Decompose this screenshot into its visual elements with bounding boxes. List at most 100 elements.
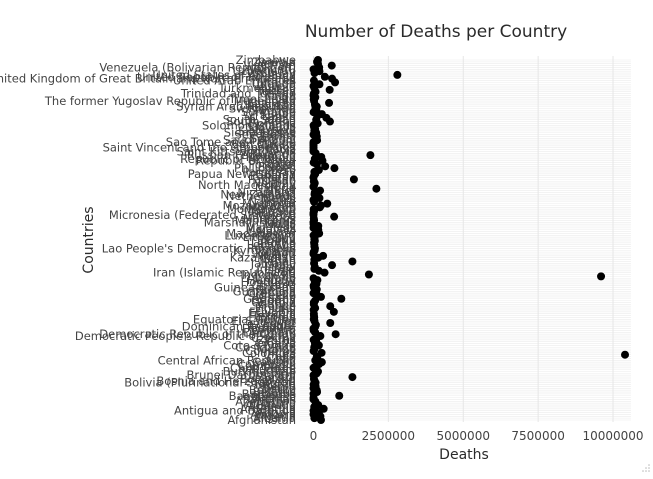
y-tick-label: Somalia — [250, 116, 296, 130]
y-tick-label: Cabo Verde — [230, 361, 296, 375]
y-tick-label: Congo — [259, 342, 296, 356]
y-tick-label: India — [268, 269, 296, 283]
y-tick-label: Japan — [263, 254, 296, 268]
y-tick-label: Peru — [270, 163, 296, 177]
y-tick-label: Armenia — [248, 400, 296, 414]
y-tick-label: Greece — [255, 288, 296, 302]
y-tick-label: Burkina Faso — [223, 365, 296, 379]
y-tick-label: Netherlands — [226, 189, 296, 203]
y-tick-label: Malaysia — [246, 223, 296, 237]
data-point — [309, 76, 318, 85]
y-tick-label: Sao Tome and Principe — [166, 135, 296, 149]
y-tick-label: Nigeria — [255, 182, 296, 196]
y-tick-label: Suriname — [241, 105, 296, 119]
y-tick-label: Qatar — [264, 156, 297, 170]
y-tick-label: Czechia — [251, 331, 296, 345]
y-tick-label: Guinea — [255, 282, 296, 296]
y-tick-label: Costa Rica — [235, 340, 296, 354]
y-tick-label: Romania — [246, 150, 296, 164]
y-tick-label: Iran (Islamic Republic of) — [153, 266, 296, 280]
y-tick-label: Jamaica — [250, 256, 296, 270]
y-tick-label: Cambodia — [238, 359, 296, 373]
data-point — [349, 175, 358, 184]
x-tick-label: 7500000 — [511, 429, 564, 443]
y-tick-label: Gambia — [251, 295, 296, 309]
y-tick-label: Iceland — [254, 271, 296, 285]
y-tick-label: Seychelles — [235, 128, 296, 142]
x-tick-label: 2500000 — [362, 429, 415, 443]
y-tick-label: Hungary — [247, 273, 296, 287]
y-tick-label: Pakistan — [248, 172, 296, 186]
y-tick-label: Togo — [269, 90, 296, 104]
y-tick-label: Dominica — [242, 322, 296, 336]
data-point — [364, 270, 373, 279]
y-tick-label: Botswana — [240, 372, 296, 386]
y-tick-label: Sweden — [251, 103, 296, 117]
resize-grip-icon[interactable] — [641, 463, 651, 473]
y-tick-labels: AfghanistanAlbaniaAlgeriaAndorraAngolaAn… — [0, 53, 296, 427]
y-tick-label: Niue — [270, 180, 296, 194]
y-tick-label: Sri Lanka — [243, 109, 296, 123]
y-tick-label: Bahamas — [242, 392, 296, 406]
y-tick-label: Sierra Leone — [224, 126, 296, 140]
y-tick-label: Philippines — [234, 161, 296, 175]
y-tick-label: Mauritius — [243, 212, 296, 226]
y-tick-label: Syrian Arab Republic — [176, 100, 296, 114]
y-tick-label: Comoros — [245, 344, 296, 358]
y-tick-label: Cuba — [266, 335, 296, 349]
data-point — [328, 74, 337, 83]
y-tick-label: Turkmenistan — [217, 81, 296, 95]
y-tick-label: Venezuela (Bolivarian Republic of) — [99, 60, 296, 74]
y-tick-label: Viet Nam — [243, 59, 296, 73]
y-tick-label: United Arab Emirates — [173, 74, 296, 88]
y-tick-label: Iraq — [274, 264, 296, 278]
y-tick-label: Bolivia (Plurinational State of) — [124, 376, 296, 390]
y-tick-label: Sudan — [260, 107, 296, 121]
y-tick-label: Albania — [253, 411, 296, 425]
y-tick-label: Australia — [245, 398, 296, 412]
y-tick-label: El Salvador — [231, 314, 296, 328]
y-tick-label: Zambia — [252, 55, 296, 69]
y-tick-label: Egypt — [263, 316, 297, 330]
y-tick-label: Tonga — [261, 88, 296, 102]
y-tick-label: Cameroon — [237, 357, 296, 371]
y-tick-label: Lesotho — [251, 236, 296, 250]
y-tick-label: Austria — [255, 396, 296, 410]
y-tick-label: Madagascar — [226, 226, 296, 240]
chart-title: Number of Deaths per Country — [305, 22, 567, 42]
y-tick-label: Saint Kitts and Nevis — [177, 144, 296, 158]
y-tick-label: Burundi — [251, 363, 296, 377]
y-tick-label: Latvia — [261, 240, 296, 254]
y-tick-label: Saint Vincent and the Grenadines — [103, 141, 296, 155]
y-tick-label: Libya — [265, 232, 296, 246]
y-tick-label: Bhutan — [255, 378, 296, 392]
data-point — [309, 205, 318, 214]
y-tick-label: Eritrea — [258, 310, 296, 324]
y-tick-label: Antigua and Barbuda — [174, 404, 296, 418]
y-tick-label: Micronesia (Federated States of) — [109, 208, 296, 222]
y-tick-label: Marshall Islands — [204, 215, 296, 229]
y-tick-label: Georgia — [251, 294, 296, 308]
y-tick-label: Israel — [265, 260, 296, 274]
data-point — [326, 319, 335, 328]
y-tick-label: Kazakhstan — [230, 251, 296, 265]
data-point — [366, 151, 375, 160]
y-tick-label: Samoa — [256, 139, 296, 153]
data-point — [316, 186, 325, 195]
x-tick-label: 0 — [310, 429, 318, 443]
y-tick-label: Equatorial Guinea — [193, 312, 296, 326]
y-tick-label: Kenya — [261, 249, 296, 263]
y-tick-label: Nicaragua — [237, 185, 296, 199]
y-tick-label: South Sudan — [223, 113, 296, 127]
y-tick-label: Azerbaijan — [235, 394, 296, 408]
y-tick-label: Maldives — [245, 221, 296, 235]
y-tick-label: Belize — [262, 381, 296, 395]
y-tick-label: Mexico — [256, 210, 296, 224]
y-tick-label: Timor-Leste — [228, 92, 296, 106]
y-tick-label: Republic of Moldova — [180, 152, 296, 166]
data-point — [327, 61, 336, 70]
y-tick-label: Ireland — [256, 262, 296, 276]
y-tick-label: Chad — [266, 351, 296, 365]
y-tick-label: Kyrgyzstan — [233, 243, 296, 257]
y-tick-label: Uruguay — [247, 66, 296, 80]
